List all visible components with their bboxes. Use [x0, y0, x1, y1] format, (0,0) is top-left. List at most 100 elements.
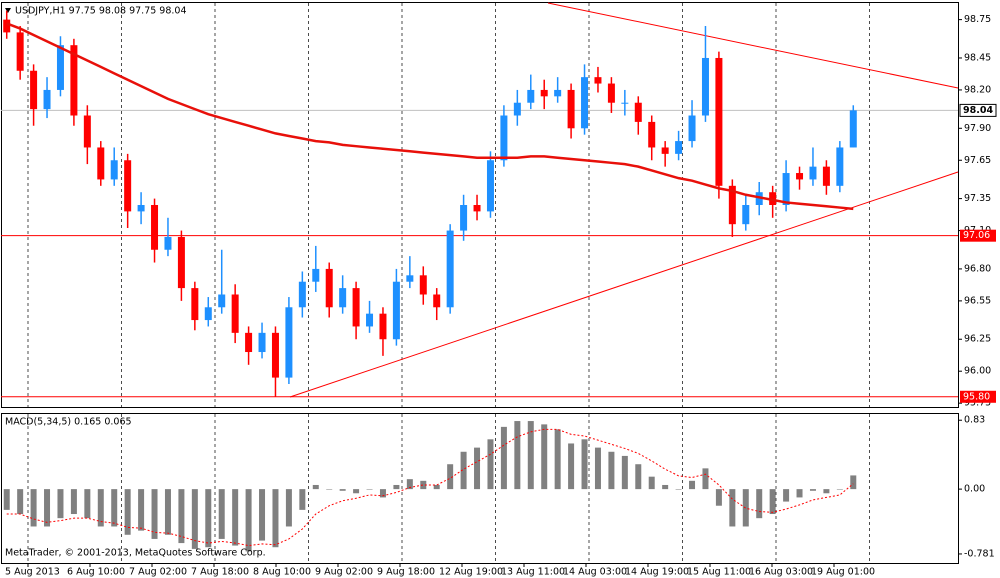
macd-bar [568, 443, 575, 490]
level-box [960, 229, 996, 242]
macd-bar [124, 489, 131, 535]
candle-body [164, 236, 172, 250]
candle-body [822, 166, 830, 186]
signal-line [6, 428, 854, 547]
macd-bar [594, 447, 601, 490]
candle-body [339, 288, 347, 308]
candle-body [809, 166, 817, 180]
macd-bar [621, 455, 628, 490]
menu-arrow[interactable] [5, 8, 11, 13]
candle-body [594, 77, 602, 84]
trend-line [547, 2, 959, 89]
candle-body [97, 147, 105, 180]
x-tick-label: 14 Aug 03:00 [563, 567, 627, 578]
macd-bar [164, 489, 171, 535]
candle-body [769, 192, 777, 205]
candle-body [473, 205, 481, 212]
macd-bar [191, 489, 198, 549]
macd-bar [769, 489, 776, 515]
candle-body [540, 89, 548, 97]
macd-bar [809, 489, 816, 491]
macd-bar [420, 480, 427, 490]
candle-body [419, 275, 427, 295]
candle-body [231, 294, 239, 333]
candle-body [56, 45, 64, 90]
x-tick-label: 9 Aug 18:00 [377, 567, 435, 578]
macd-bar [272, 489, 279, 548]
y-tick-label: -0.781 [964, 548, 995, 559]
candle-body [191, 288, 199, 321]
x-tick-label: 9 Aug 02:00 [315, 567, 373, 578]
candle-body [500, 115, 508, 161]
macd-bar [527, 421, 534, 490]
macd-bar [581, 439, 588, 490]
candle-body [621, 102, 629, 104]
x-tick-label: 16 Aug 03:00 [749, 567, 813, 578]
candle-body [567, 89, 575, 129]
candle-body [433, 294, 441, 308]
macd-bar [70, 489, 77, 515]
candle-body [513, 102, 521, 116]
macd-bar [299, 489, 306, 510]
macd-bar [245, 489, 252, 552]
level-box [960, 390, 996, 403]
candle-body [3, 19, 11, 33]
candle-body [728, 185, 736, 225]
candle-body [836, 147, 844, 186]
macd-bar [836, 489, 843, 490]
candle-body [218, 294, 226, 308]
macd-bar [151, 489, 158, 539]
candle-body [554, 89, 562, 97]
x-tick-label: 14 Aug 19:00 [625, 567, 689, 578]
candle-body [527, 89, 535, 103]
y-tick-label: 95.75 [964, 398, 991, 409]
macd-bar [487, 439, 494, 490]
candle-body [16, 32, 24, 71]
y-tick-label: 0.83 [964, 415, 985, 426]
candle-body [796, 173, 804, 180]
macd-bar [3, 489, 10, 510]
candle-body [285, 307, 293, 378]
y-tick-label: 98.20 [964, 84, 991, 95]
candle-body [446, 230, 454, 308]
candle-body [30, 70, 38, 110]
macd-bar [393, 484, 400, 490]
candle-body [607, 83, 615, 103]
candle-body [661, 147, 669, 154]
macd-bar [447, 464, 454, 490]
macd-bar [460, 451, 467, 490]
candle-body [379, 313, 387, 340]
macd-bar [312, 484, 319, 490]
candle-body [581, 77, 589, 129]
macd-bar [218, 489, 225, 539]
candle-body [715, 57, 723, 186]
price-frame [1, 2, 959, 408]
candle-body [849, 110, 857, 148]
macd-frame [1, 413, 959, 564]
candle-body [742, 205, 750, 225]
macd-bar [675, 489, 682, 490]
macd-bar [326, 489, 333, 490]
candle-body [137, 205, 145, 212]
candle-body [406, 275, 414, 282]
x-tick-label: 7 Aug 02:00 [129, 567, 187, 578]
candle-body [70, 45, 78, 116]
macd-bar [353, 489, 360, 494]
macd-bar [608, 451, 615, 490]
candle-body [352, 288, 360, 327]
candle-body [298, 281, 306, 308]
trend-line [289, 171, 959, 398]
x-tick-label: 8 Aug 10:00 [253, 567, 311, 578]
candle-body [366, 313, 374, 327]
macd-bar [138, 489, 145, 531]
level-label: 95.80 [963, 391, 990, 402]
candle-body [701, 57, 709, 116]
candle-body [634, 102, 642, 122]
macd-bar [783, 489, 790, 502]
macd-bar [514, 421, 521, 490]
macd-title: MACD(5,34,5) 0.165 0.065 [5, 417, 132, 428]
macd-bar [850, 475, 857, 490]
macd-bar [474, 447, 481, 490]
